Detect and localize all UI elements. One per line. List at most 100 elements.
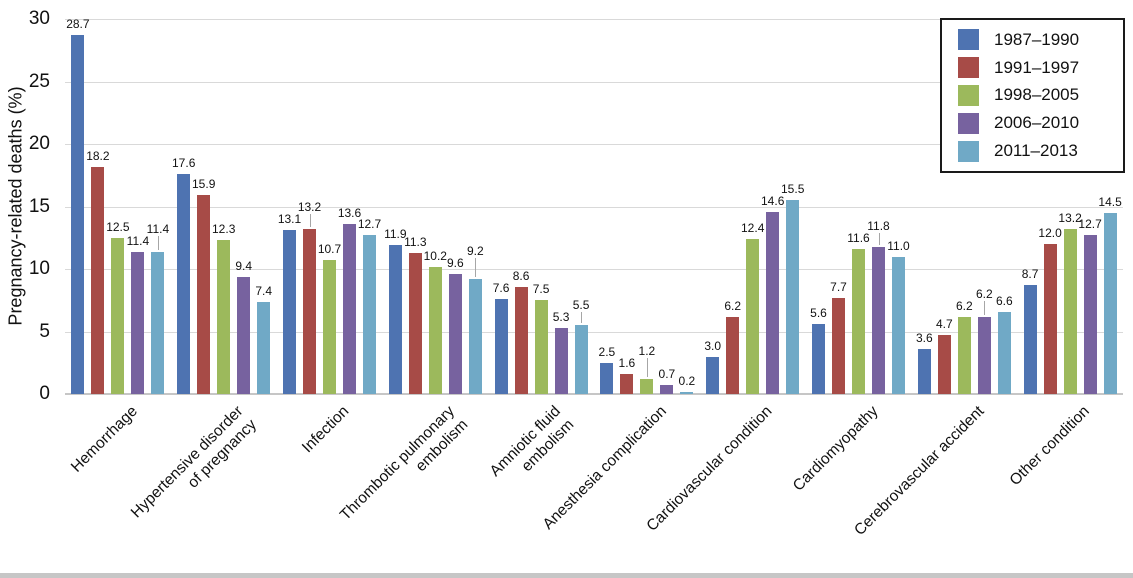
bar <box>1083 235 1097 394</box>
bar <box>977 316 991 394</box>
bar <box>937 335 951 394</box>
bar <box>468 279 482 394</box>
bar <box>363 235 376 394</box>
bar-value-label: 5.5 <box>572 297 590 312</box>
bar-value-label: 13.1 <box>277 212 302 227</box>
legend-swatch <box>958 57 979 79</box>
bar-value-label: 11.9 <box>384 227 407 242</box>
label-leader-line <box>984 300 986 315</box>
label-leader-line <box>646 358 648 377</box>
x-category-label: Other condition <box>1006 402 1093 490</box>
x-category-label: Amniotic fluid embolism <box>486 402 578 480</box>
label-leader-line <box>157 235 159 250</box>
x-category-label: Thrombotic pulmonary embolism <box>336 402 472 524</box>
bar-value-label: 6.2 <box>975 286 993 301</box>
bar-value-label: 5.6 <box>810 306 827 320</box>
bar-value-label: 12.7 <box>1078 217 1102 232</box>
bar-value-label: 11.8 <box>867 219 890 233</box>
legend-item: 1991–1997 <box>958 57 1123 79</box>
bar <box>151 251 165 394</box>
bar <box>283 230 296 394</box>
gridline-y-15 <box>65 206 1123 208</box>
bar <box>726 316 740 394</box>
bar <box>872 246 885 394</box>
label-leader-line <box>475 258 477 277</box>
bar-value-label: 5.3 <box>552 309 570 324</box>
bar <box>600 362 614 394</box>
bar <box>997 311 1011 394</box>
legend-label: 2006–2010 <box>994 113 1080 133</box>
bar-value-label: 11.4 <box>146 221 170 236</box>
bar-value-label: 7.4 <box>255 283 273 298</box>
bar-value-label: 12.3 <box>212 222 236 237</box>
bar-value-label: 18.2 <box>86 148 110 163</box>
bar-value-label: 11.0 <box>887 238 910 253</box>
bar-value-label: 11.6 <box>847 231 870 245</box>
legend: 1987–1990 1991–1997 1998–2005 2006–2010 2011… <box>940 18 1125 173</box>
legend-label: 1991–1997 <box>994 57 1080 77</box>
bar-value-label: 12.5 <box>106 219 130 234</box>
bar <box>303 229 316 394</box>
bar <box>660 385 674 394</box>
bar <box>812 324 825 394</box>
bar-value-label: 7.6 <box>492 281 510 295</box>
bar-value-label: 9.4 <box>235 258 253 273</box>
bar <box>574 325 588 394</box>
gridline-y-25 <box>65 81 1123 83</box>
bar-value-label: 2.5 <box>598 344 616 359</box>
x-category-label: Hypertensive disorder of pregnancy <box>127 402 260 522</box>
bar-value-label: 0.7 <box>658 367 676 382</box>
bar-value-label: 10.2 <box>423 248 447 263</box>
bar <box>746 239 760 394</box>
bar <box>388 245 402 394</box>
bar-value-label: 12.0 <box>1038 226 1062 240</box>
bar-value-label: 9.2 <box>466 244 484 258</box>
bar-value-label: 9.6 <box>446 256 464 270</box>
bar <box>1063 229 1077 394</box>
bar <box>494 299 508 394</box>
bar-value-label: 6.2 <box>724 298 742 313</box>
x-category-label: Infection <box>298 402 353 457</box>
bar <box>1043 244 1057 394</box>
bar <box>917 349 931 394</box>
bar-value-label: 8.6 <box>512 268 530 283</box>
label-leader-line <box>309 214 311 227</box>
bar <box>832 297 845 394</box>
legend-swatch <box>958 84 979 106</box>
bar <box>111 237 125 394</box>
bar <box>766 211 780 394</box>
bar-value-label: 3.0 <box>704 338 722 353</box>
legend-swatch <box>958 112 979 134</box>
bar <box>177 174 191 394</box>
bar-value-label: 10.7 <box>317 242 342 257</box>
bar-value-label: 8.7 <box>1021 267 1039 282</box>
bar <box>620 374 634 394</box>
y-tick-label: 25 <box>28 70 50 92</box>
bar-value-label: 13.6 <box>337 206 362 220</box>
bar <box>343 224 356 394</box>
bar-value-label: 17.6 <box>172 156 196 170</box>
bar-value-label: 14.5 <box>1098 194 1122 209</box>
bar <box>71 35 85 394</box>
y-tick-label: 0 <box>39 383 50 404</box>
gridline-y-30 <box>65 19 1123 20</box>
bar <box>957 316 971 394</box>
y-tick-label: 10 <box>28 258 50 279</box>
bar-value-label: 4.7 <box>935 317 953 332</box>
legend-swatch <box>958 29 979 51</box>
legend-label: 1998–2005 <box>994 85 1080 105</box>
bar <box>534 300 548 394</box>
bar <box>91 166 105 394</box>
gridline-y-20 <box>65 144 1123 145</box>
bar-value-label: 11.4 <box>126 233 150 248</box>
bar <box>1103 212 1117 394</box>
bar <box>323 260 336 394</box>
legend-label: 2011–2013 <box>994 141 1078 161</box>
label-leader-line <box>878 233 880 245</box>
bar-value-label: 28.7 <box>66 17 90 32</box>
y-tick-label: 30 <box>28 8 50 29</box>
gridline-y-5 <box>65 331 1123 333</box>
y-tick-label: 20 <box>28 133 50 154</box>
bar-value-label: 7.5 <box>532 282 550 297</box>
